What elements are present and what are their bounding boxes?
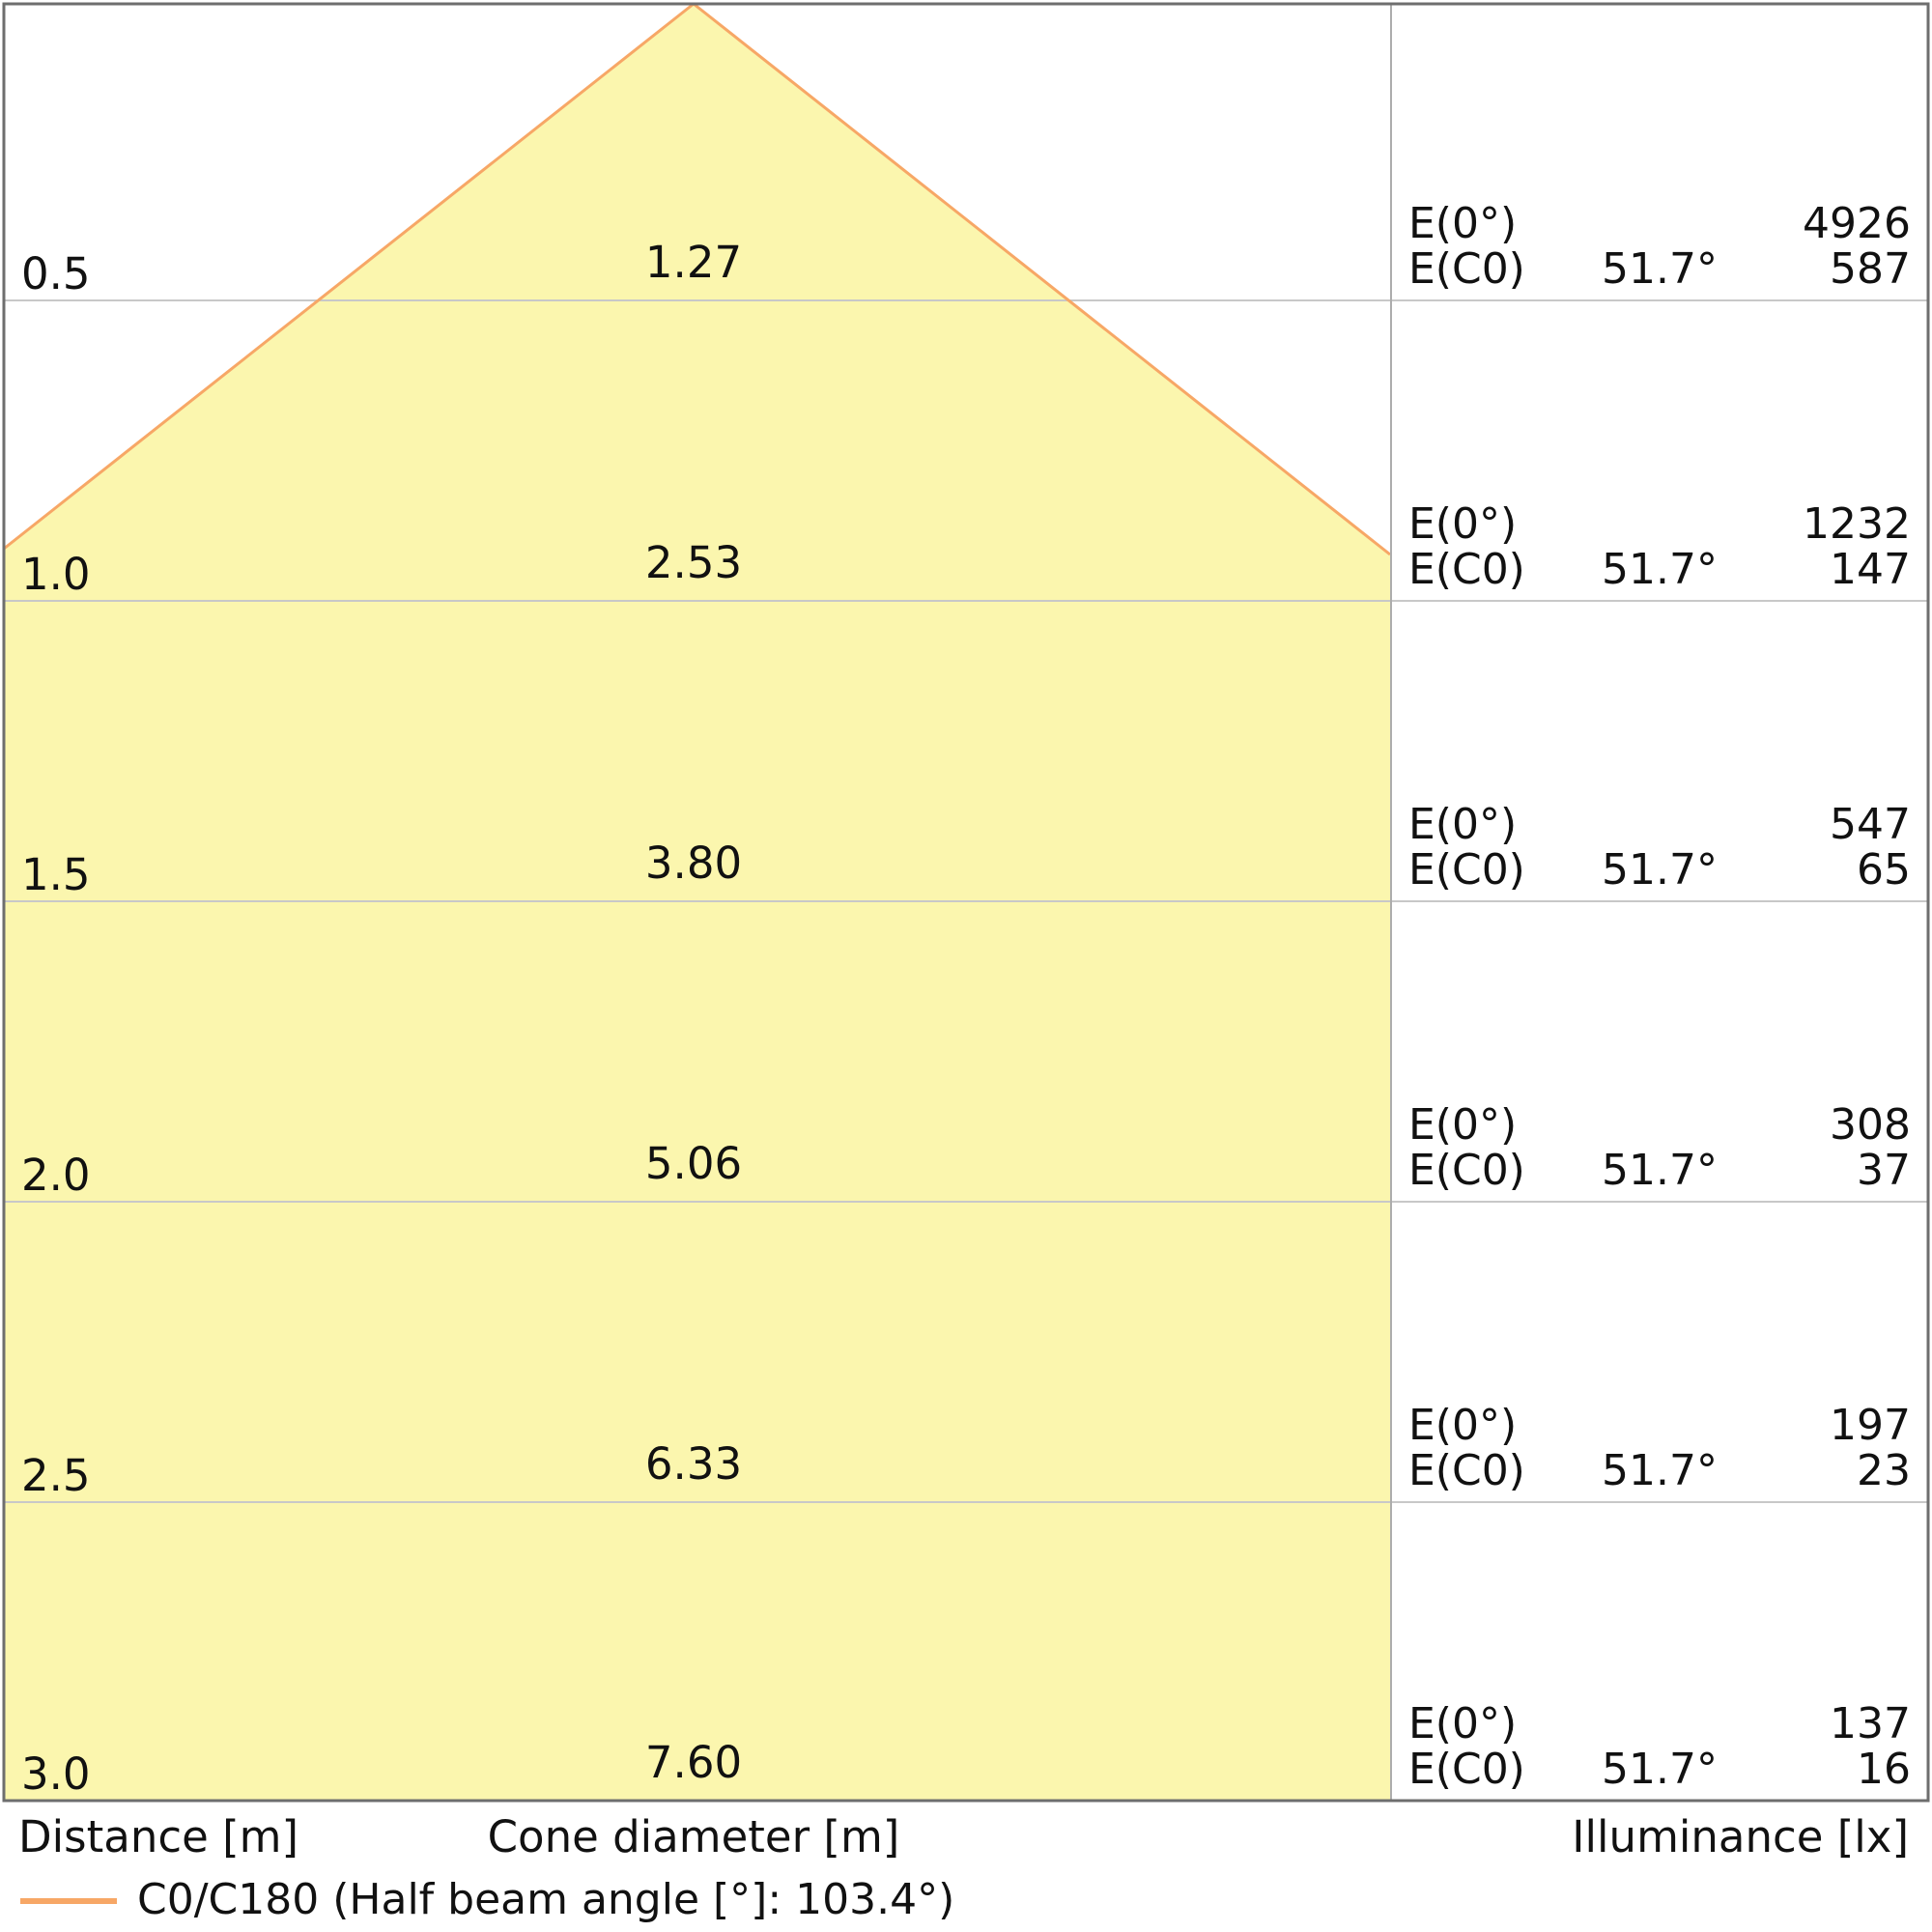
illuminance-panel: E(0°) 1232 E(C0) 51.7° 147 bbox=[1408, 501, 1911, 592]
illuminance-panel: E(0°) 137 E(C0) 51.7° 16 bbox=[1408, 1701, 1911, 1792]
cone-diameter-axis-label: Cone diameter [m] bbox=[487, 1811, 900, 1862]
e0-value: 137 bbox=[1830, 1699, 1911, 1748]
illuminance-panel: E(0°) 197 E(C0) 51.7° 23 bbox=[1408, 1403, 1911, 1493]
legend-label: C0/C180 (Half beam angle [°]: 103.4°) bbox=[137, 1875, 955, 1924]
e0-angle bbox=[1582, 1701, 1737, 1747]
ec0-line: E(C0) 51.7° 23 bbox=[1408, 1448, 1911, 1493]
e0-value: 4926 bbox=[1803, 199, 1911, 248]
distance-value: 2.5 bbox=[21, 1450, 91, 1501]
ec0-line: E(C0) 51.7° 147 bbox=[1408, 547, 1911, 592]
e0-line: E(0°) 547 bbox=[1408, 802, 1911, 847]
e0-label: E(0°) bbox=[1408, 800, 1518, 849]
legend-line-icon bbox=[20, 1898, 117, 1904]
distance-axis-label: Distance [m] bbox=[18, 1811, 299, 1862]
distance-value: 1.0 bbox=[21, 549, 91, 600]
distance-value: 2.0 bbox=[21, 1150, 91, 1201]
cone-diameter-value: 3.80 bbox=[644, 838, 743, 889]
beam-edge-lines bbox=[3, 2, 1391, 556]
ec0-line: E(C0) 51.7° 37 bbox=[1408, 1148, 1911, 1193]
e0-label: E(0°) bbox=[1408, 1699, 1518, 1748]
e0-angle bbox=[1582, 1403, 1737, 1448]
e0-angle bbox=[1582, 802, 1737, 847]
ec0-label: E(C0) bbox=[1408, 1146, 1525, 1195]
e0-label: E(0°) bbox=[1408, 199, 1518, 248]
e0-angle bbox=[1582, 201, 1737, 246]
e0-line: E(0°) 137 bbox=[1408, 1701, 1911, 1747]
ec0-label: E(C0) bbox=[1408, 545, 1525, 594]
plot-border bbox=[2, 2, 1930, 1803]
e0-value: 308 bbox=[1830, 1100, 1911, 1150]
cone-diameter-value: 5.06 bbox=[644, 1138, 743, 1189]
ec0-value: 587 bbox=[1830, 244, 1911, 294]
ec0-value: 37 bbox=[1857, 1146, 1911, 1195]
ec0-label: E(C0) bbox=[1408, 244, 1525, 294]
beam-angle-value: 51.7° bbox=[1602, 244, 1718, 294]
ec0-value: 65 bbox=[1857, 845, 1911, 895]
e0-angle bbox=[1582, 501, 1737, 547]
illuminance-panel: E(0°) 308 E(C0) 51.7° 37 bbox=[1408, 1102, 1911, 1193]
illuminance-panel: E(0°) 547 E(C0) 51.7° 65 bbox=[1408, 802, 1911, 893]
e0-line: E(0°) 308 bbox=[1408, 1102, 1911, 1148]
ec0-label: E(C0) bbox=[1408, 845, 1525, 895]
e0-angle bbox=[1582, 1102, 1737, 1148]
distance-value: 3.0 bbox=[21, 1748, 91, 1800]
e0-line: E(0°) 4926 bbox=[1408, 201, 1911, 246]
ec0-value: 16 bbox=[1857, 1745, 1911, 1794]
cone-diameter-value: 6.33 bbox=[644, 1438, 743, 1490]
ec0-value: 147 bbox=[1830, 545, 1911, 594]
ec0-value: 23 bbox=[1857, 1446, 1911, 1495]
ec0-line: E(C0) 51.7° 16 bbox=[1408, 1747, 1911, 1792]
e0-label: E(0°) bbox=[1408, 1100, 1518, 1150]
beam-angle-value: 51.7° bbox=[1602, 845, 1718, 895]
beam-angle-value: 51.7° bbox=[1602, 1745, 1718, 1794]
illuminance-axis-label: Illuminance [lx] bbox=[1572, 1811, 1909, 1862]
ec0-line: E(C0) 51.7° 65 bbox=[1408, 847, 1911, 893]
beam-angle-value: 51.7° bbox=[1602, 545, 1718, 594]
cone-diameter-value: 7.60 bbox=[644, 1737, 743, 1788]
beam-angle-value: 51.7° bbox=[1602, 1146, 1718, 1195]
e0-value: 1232 bbox=[1803, 499, 1911, 549]
e0-line: E(0°) 197 bbox=[1408, 1403, 1911, 1448]
distance-value: 1.5 bbox=[21, 849, 91, 900]
beam-angle-value: 51.7° bbox=[1602, 1446, 1718, 1495]
cone-diameter-value: 1.27 bbox=[644, 237, 743, 288]
illuminance-panel: E(0°) 4926 E(C0) 51.7° 587 bbox=[1408, 201, 1911, 292]
distance-value: 0.5 bbox=[21, 248, 91, 299]
cone-diameter-value: 2.53 bbox=[644, 537, 743, 588]
e0-line: E(0°) 1232 bbox=[1408, 501, 1911, 547]
ec0-label: E(C0) bbox=[1408, 1745, 1525, 1794]
ec0-label: E(C0) bbox=[1408, 1446, 1525, 1495]
e0-label: E(0°) bbox=[1408, 1401, 1518, 1450]
ec0-line: E(C0) 51.7° 587 bbox=[1408, 246, 1911, 292]
e0-label: E(0°) bbox=[1408, 499, 1518, 549]
e0-value: 547 bbox=[1830, 800, 1911, 849]
distance-gridlines bbox=[4, 299, 1927, 1503]
e0-value: 197 bbox=[1830, 1401, 1911, 1450]
